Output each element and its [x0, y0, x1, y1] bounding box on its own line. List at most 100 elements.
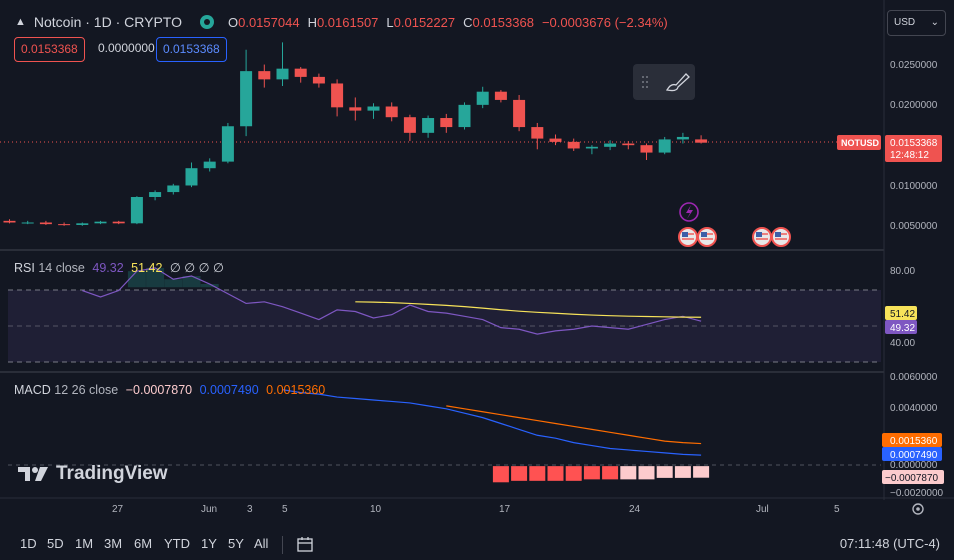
candle-body [58, 224, 71, 226]
symbol-tag [837, 135, 881, 150]
macd-name: MACD [14, 383, 51, 397]
price-tick: 0.0050000 [890, 221, 938, 232]
candle-body [21, 222, 34, 224]
time-tick: 5 [282, 504, 288, 515]
buy-button[interactable]: 0.0153368 [156, 37, 227, 62]
macd-histogram-bar [529, 466, 546, 481]
rsi-tag [885, 320, 917, 334]
time-tick: 10 [370, 504, 382, 515]
timeframe-3m[interactable]: 3M [104, 536, 123, 551]
candles-layer [3, 42, 708, 226]
candle-body [604, 143, 617, 147]
us-flag-event-icon[interactable] [697, 227, 717, 247]
rsi-ma-line [355, 301, 702, 318]
time-tick: 24 [629, 504, 641, 515]
tradingview-mark-icon [18, 467, 48, 481]
timeframe-ytd[interactable]: YTD [164, 536, 190, 551]
us-flag-event-icon[interactable] [678, 227, 698, 247]
candle-body [658, 139, 671, 153]
clock-timezone[interactable]: 07:11:48 (UTC-4) [839, 536, 940, 551]
candle-body [149, 192, 162, 197]
candle-body [167, 185, 180, 193]
sell-button[interactable]: 0.0153368 [14, 37, 85, 62]
drag-handle-icon[interactable] [642, 76, 648, 88]
rsi-tag-value: 49.32 [890, 323, 915, 334]
settings-gear-icon[interactable] [912, 503, 924, 515]
candle-body [549, 138, 562, 142]
change-value: −0.0003676 (−2.34%) [541, 14, 668, 30]
chart-canvas[interactable]: 0.0250000 0.0200000 0.0100000 0.0050000 … [0, 0, 954, 530]
time-tick: 3 [247, 504, 253, 515]
candle-body [695, 139, 708, 143]
drawing-toolbox[interactable] [633, 64, 695, 100]
candle-body [494, 91, 507, 100]
currency-label: USD [894, 17, 916, 28]
macd-line [282, 389, 702, 456]
us-flag-event-icon[interactable] [752, 227, 772, 247]
timeframe-1d[interactable]: 1D [20, 536, 37, 551]
rsi-name: RSI [14, 261, 35, 275]
symbol-title[interactable]: Notcoin · 1D · CRYPTO [33, 14, 182, 30]
candle-body [440, 118, 453, 128]
macd-histogram-bar [638, 466, 655, 480]
collapse-icon[interactable]: ▲ [15, 16, 26, 28]
timeframe-all[interactable]: All [254, 536, 269, 551]
macd-signal-tag [882, 433, 942, 447]
candle-body [203, 161, 216, 169]
candle-body [585, 146, 598, 149]
timeframe-6m[interactable]: 6M [134, 536, 153, 551]
bottom-toolbar: 1D 5D 1M 3M 6M YTD 1Y 5Y All 07:11:48 (U… [0, 530, 954, 560]
candle-body [94, 221, 107, 224]
macd-signal-tag-value: 0.0015360 [890, 436, 938, 447]
brush-icon[interactable] [665, 73, 690, 92]
close-value: 0.0153368 [472, 14, 534, 30]
candle-body [513, 99, 526, 128]
candle-body [3, 220, 16, 223]
candle-body [76, 223, 89, 225]
timeframe-1y[interactable]: 1Y [201, 536, 217, 551]
candle-body [349, 107, 362, 111]
macd-tick: 0.0000000 [890, 460, 938, 471]
macd-histogram-bar [583, 466, 600, 480]
macd-params: 12 26 close [54, 383, 119, 397]
rsi-value: 49.32 [92, 261, 124, 275]
candle-body [476, 91, 489, 105]
date-range-calendar-icon[interactable] [296, 535, 316, 555]
rsi-legend[interactable]: RSI 14 close 49.32 51.42 ∅ ∅ ∅ ∅ [14, 260, 224, 275]
high-key: H [307, 14, 317, 30]
candle-body [312, 76, 325, 84]
us-flag-event-icon[interactable] [771, 227, 791, 247]
rsi-ma-value: 51.42 [131, 261, 163, 275]
open-key: O [227, 14, 239, 30]
timeframe-1m[interactable]: 1M [75, 536, 94, 551]
price-tick: 0.0100000 [890, 181, 938, 192]
macd-line-tag [882, 447, 942, 461]
timeframe-5y[interactable]: 5Y [228, 536, 244, 551]
macd-histogram-bar [674, 466, 691, 478]
tradingview-logo[interactable]: TradingView [18, 463, 168, 485]
price-tag-countdown: 12:48:12 [890, 150, 929, 161]
rsi-overbought-fill [127, 267, 219, 288]
spread-value: 0.0000000 [98, 41, 155, 55]
candle-body [367, 106, 380, 111]
macd-tick: −0.0020000 [890, 488, 944, 499]
toolbar-divider [282, 536, 283, 554]
candle-body [294, 68, 307, 77]
time-tick: 17 [499, 504, 511, 515]
price-tag-value: 0.0153368 [890, 138, 938, 149]
price-tick: 0.0200000 [890, 100, 938, 111]
candle-body [240, 71, 253, 127]
rsi-ma-tag-value: 51.42 [890, 309, 915, 320]
timeframe-5d[interactable]: 5D [47, 536, 64, 551]
drawing-toolbox-graphic [642, 73, 690, 92]
macd-legend[interactable]: MACD 12 26 close −0.0007870 0.0007490 0.… [14, 383, 325, 397]
rsi-layer [82, 267, 702, 335]
candle-body [622, 143, 635, 146]
macd-line-tag-value: 0.0007490 [890, 450, 938, 461]
event-lightning-icon[interactable] [679, 202, 699, 222]
macd-histogram-bar [656, 466, 673, 478]
macd-histogram-bar [547, 466, 564, 481]
currency-select[interactable]: USD ⌄ [887, 10, 946, 36]
price-tick: 0.0250000 [890, 60, 938, 71]
tradingview-logo-text: TradingView [56, 463, 168, 484]
